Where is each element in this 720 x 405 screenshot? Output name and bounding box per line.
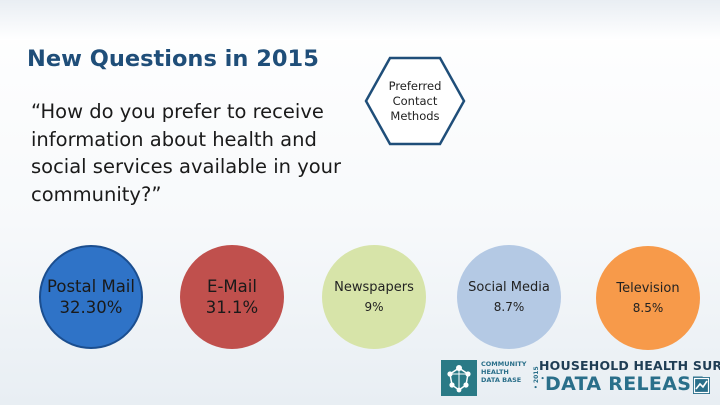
- method-circle-social-media: Social Media 8.7%: [457, 245, 561, 349]
- logo-org-name: COMMUNITY HEALTH DATA BASE: [481, 360, 527, 384]
- preferred-contact-badge: Preferred Contact Methods: [364, 56, 466, 146]
- method-circle-television: Television 8.5%: [596, 246, 700, 350]
- logo-release-title: DATA RELEASE: [545, 373, 705, 395]
- method-value: 31.1%: [205, 298, 259, 317]
- people-network-icon: [441, 360, 477, 396]
- survey-question: “How do you prefer to receive informatio…: [31, 100, 342, 206]
- method-name: E-Mail: [207, 277, 257, 296]
- method-name: Television: [616, 281, 680, 296]
- logo-survey-title: HOUSEHOLD HEALTH SURVEY: [539, 358, 720, 373]
- method-name: Social Media: [468, 280, 550, 295]
- method-value: 8.7%: [493, 300, 525, 314]
- method-value: 9%: [364, 300, 384, 314]
- badge-label: Preferred Contact Methods: [388, 78, 442, 123]
- method-value: 32.30%: [59, 298, 123, 317]
- hexagon-shape: [364, 56, 466, 146]
- page-title: New Questions in 2015: [27, 46, 319, 72]
- method-name: Newspapers: [334, 280, 414, 295]
- chart-trend-icon: [693, 377, 710, 394]
- top-band: [0, 0, 720, 40]
- method-circle-newspapers: Newspapers 9%: [322, 245, 426, 349]
- method-value: 8.5%: [632, 301, 664, 315]
- data-release-logo: COMMUNITY HEALTH DATA BASE • 2015 • HOUS…: [441, 356, 720, 400]
- method-circle-postal-mail: Postal Mail 32.30%: [39, 245, 143, 349]
- method-name: Postal Mail: [47, 277, 135, 296]
- method-circle-email: E-Mail 31.1%: [180, 245, 284, 349]
